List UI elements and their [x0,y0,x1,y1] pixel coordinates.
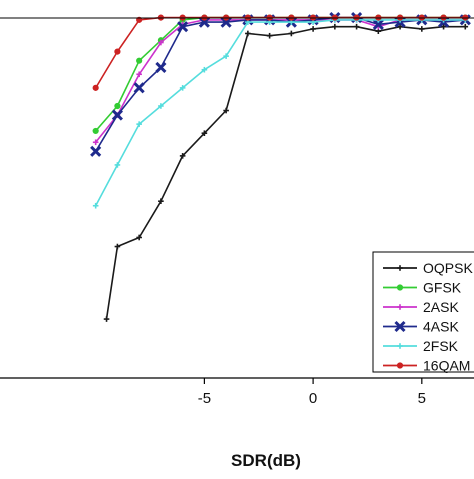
legend-entry: GFSK [383,280,462,296]
legend-entry: 2ASK [383,299,459,315]
legend-entry: OQPSK [383,260,473,276]
series-line [94,19,466,207]
data-point [158,103,164,109]
data-point [114,243,121,250]
data-point [397,304,403,310]
data-point [353,23,360,30]
legend-entry: 16QAM [383,358,470,374]
legend-label: GFSK [423,280,462,296]
data-point [179,85,186,91]
data-point [462,23,469,30]
data-point [396,284,404,291]
data-point [92,139,99,146]
data-point [266,32,273,39]
series-line [95,16,466,152]
x-axis-title: SDR(dB) [231,451,301,470]
legend-label: 2ASK [423,299,459,315]
data-point [158,198,164,204]
axes-layer: -5 0 5 [0,17,474,407]
legend-label: OQPSK [423,260,473,276]
data-point [310,26,316,32]
data-point [397,23,403,30]
data-point [223,107,229,114]
data-point [179,153,186,159]
data-point [114,162,121,168]
data-point [396,362,404,369]
legend-box [372,251,474,373]
data-point [201,130,208,136]
data-point [155,61,167,74]
data-point [92,127,99,135]
data-point [440,23,447,30]
data-point [136,121,142,127]
data-point [288,30,295,37]
legend-entry: 4ASK [383,319,459,335]
legend-label: 16QAM [423,358,470,374]
data-point [419,26,425,32]
data-point [133,82,145,94]
data-point [198,16,210,28]
data-point [136,71,142,78]
data-point [114,48,121,55]
data-point [111,109,123,121]
data-point [223,53,229,59]
data-point [245,30,251,37]
data-point [397,265,403,271]
data-point [158,39,164,46]
data-point [136,16,143,23]
data-point [332,23,338,30]
data-point [114,102,121,110]
series-line [95,19,466,143]
data-point [92,202,99,209]
data-point [372,18,384,30]
x-tick-label: 0 [309,390,317,407]
data-point [92,84,99,91]
data-point [136,57,143,64]
legend-label: 4ASK [423,319,459,335]
data-point [394,320,406,333]
legend: OQPSK GFSK 2ASK 4ASK 2FSK 16QAM [372,251,474,374]
legend-label: 2FSK [423,338,459,354]
data-point [201,66,208,73]
legend-entry: 2FSK [383,338,459,354]
data-point [220,16,232,28]
x-tick-label: 5 [418,390,426,407]
series-2ask [92,17,469,146]
data-point [397,343,403,349]
data-point [103,316,110,322]
data-point [177,21,189,33]
series-2fsk [92,17,469,209]
data-point [136,234,142,241]
data-point [90,145,102,157]
x-tick-label: -5 [198,390,211,407]
